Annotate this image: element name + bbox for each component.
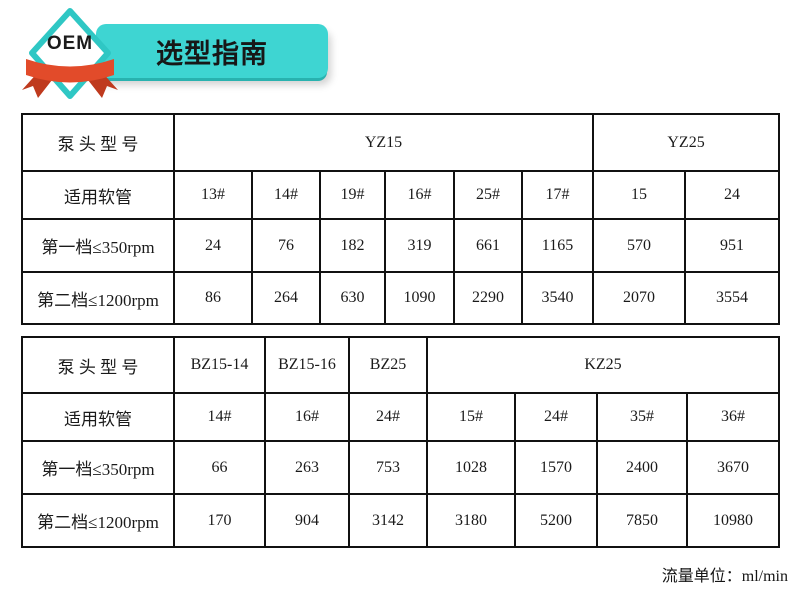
model-group-cell: BZ25 xyxy=(348,336,428,394)
value-cell: 904 xyxy=(264,493,350,548)
diamond-shape xyxy=(29,8,111,99)
value-cell: 7850 xyxy=(596,493,688,548)
value-cell: 24 xyxy=(173,218,253,273)
value-cell: 570 xyxy=(592,218,687,273)
value-cell: 2290 xyxy=(453,271,523,325)
value-cell: 2400 xyxy=(596,440,688,495)
row-label-cell: 第一档≤350rpm xyxy=(21,218,175,273)
value-cell: 24# xyxy=(514,392,598,442)
value-cell: 3180 xyxy=(426,493,516,548)
value-cell: 753 xyxy=(348,440,428,495)
value-cell: 36# xyxy=(685,392,781,442)
table-row: 第一档≤350rpm 24 76 182 319 661 1165 570 951 xyxy=(21,218,781,273)
value-cell: 16# xyxy=(384,170,455,220)
table-row: 适用软管 13# 14# 19# 16# 25# 17# 15 24 xyxy=(21,170,781,220)
value-cell: 1028 xyxy=(426,440,516,495)
value-cell: 3540 xyxy=(520,271,595,325)
value-cell: 5200 xyxy=(514,493,598,548)
pump-table-bz-kz-series: 泵 头 型 号 BZ15-14 BZ15-16 BZ25 KZ25 适用软管 14# 16# 2… xyxy=(21,336,781,548)
row-label-cell: 泵 头 型 号 xyxy=(21,336,175,394)
value-cell: 35# xyxy=(596,392,688,442)
value-cell: 19# xyxy=(319,170,386,220)
value-cell: 319 xyxy=(384,218,455,273)
model-group-cell: YZ25 xyxy=(592,113,781,172)
value-cell: 14# xyxy=(173,392,266,442)
ribbon-graphic xyxy=(22,59,118,98)
row-label-cell: 第二档≤1200rpm xyxy=(21,271,175,325)
row-label-cell: 适用软管 xyxy=(21,392,175,442)
value-cell: 14# xyxy=(251,170,321,220)
value-cell: 24# xyxy=(348,392,428,442)
row-label-cell: 第一档≤350rpm xyxy=(21,440,175,495)
row-label-cell: 适用软管 xyxy=(21,170,175,220)
value-cell: 170 xyxy=(173,493,266,548)
row-label-cell: 第二档≤1200rpm xyxy=(21,493,175,548)
value-cell: 264 xyxy=(251,271,321,325)
table-row: 第一档≤350rpm 66 263 753 1028 1570 2400 3670 xyxy=(21,440,781,495)
pump-table-yz-series: 泵 头 型 号 YZ15 YZ25 适用软管 13# 14# 19# 16# 25# 17# 15 2… xyxy=(21,113,781,325)
value-cell: 86 xyxy=(173,271,253,325)
value-cell: 16# xyxy=(264,392,350,442)
header: 选型指南 OEM xyxy=(0,0,800,105)
model-header-row: 泵 头 型 号 BZ15-14 BZ15-16 BZ25 KZ25 xyxy=(21,336,781,394)
value-cell: 630 xyxy=(319,271,386,325)
table-row: 第二档≤1200rpm 170 904 3142 3180 5200 7850 10980 xyxy=(21,493,781,548)
table-row: 第二档≤1200rpm 86 264 630 1090 2290 3540 2070 3554 xyxy=(21,271,781,325)
page-title: 选型指南 xyxy=(156,38,268,69)
value-cell: 3670 xyxy=(685,440,781,495)
value-cell: 2070 xyxy=(592,271,687,325)
value-cell: 3554 xyxy=(684,271,781,325)
oem-badge-label: OEM xyxy=(47,33,93,54)
value-cell: 1165 xyxy=(520,218,595,273)
oem-badge: OEM xyxy=(22,8,118,99)
value-cell: 951 xyxy=(684,218,781,273)
value-cell: 263 xyxy=(264,440,350,495)
value-cell: 13# xyxy=(173,170,253,220)
model-header-row: 泵 头 型 号 YZ15 YZ25 xyxy=(21,113,781,172)
model-group-cell: KZ25 xyxy=(425,336,781,394)
value-cell: 10980 xyxy=(685,493,781,548)
value-cell: 24 xyxy=(684,170,781,220)
value-cell: 3142 xyxy=(348,493,428,548)
title-banner: 选型指南 xyxy=(96,24,328,78)
value-cell: 15 xyxy=(592,170,687,220)
value-cell: 66 xyxy=(173,440,266,495)
flow-unit-note: 流量单位：ml/min xyxy=(661,568,788,585)
value-cell: 76 xyxy=(251,218,321,273)
value-cell: 15# xyxy=(426,392,516,442)
value-cell: 17# xyxy=(520,170,595,220)
value-cell: 182 xyxy=(319,218,386,273)
value-cell: 1090 xyxy=(384,271,455,325)
row-label-cell: 泵 头 型 号 xyxy=(21,113,175,172)
model-group-cell: BZ15-14 xyxy=(173,336,266,394)
model-group-cell: YZ15 xyxy=(172,113,595,172)
model-group-cell: BZ15-16 xyxy=(264,336,350,394)
value-cell: 661 xyxy=(453,218,523,273)
value-cell: 25# xyxy=(453,170,523,220)
table-row: 适用软管 14# 16# 24# 15# 24# 35# 36# xyxy=(21,392,781,442)
value-cell: 1570 xyxy=(514,440,598,495)
